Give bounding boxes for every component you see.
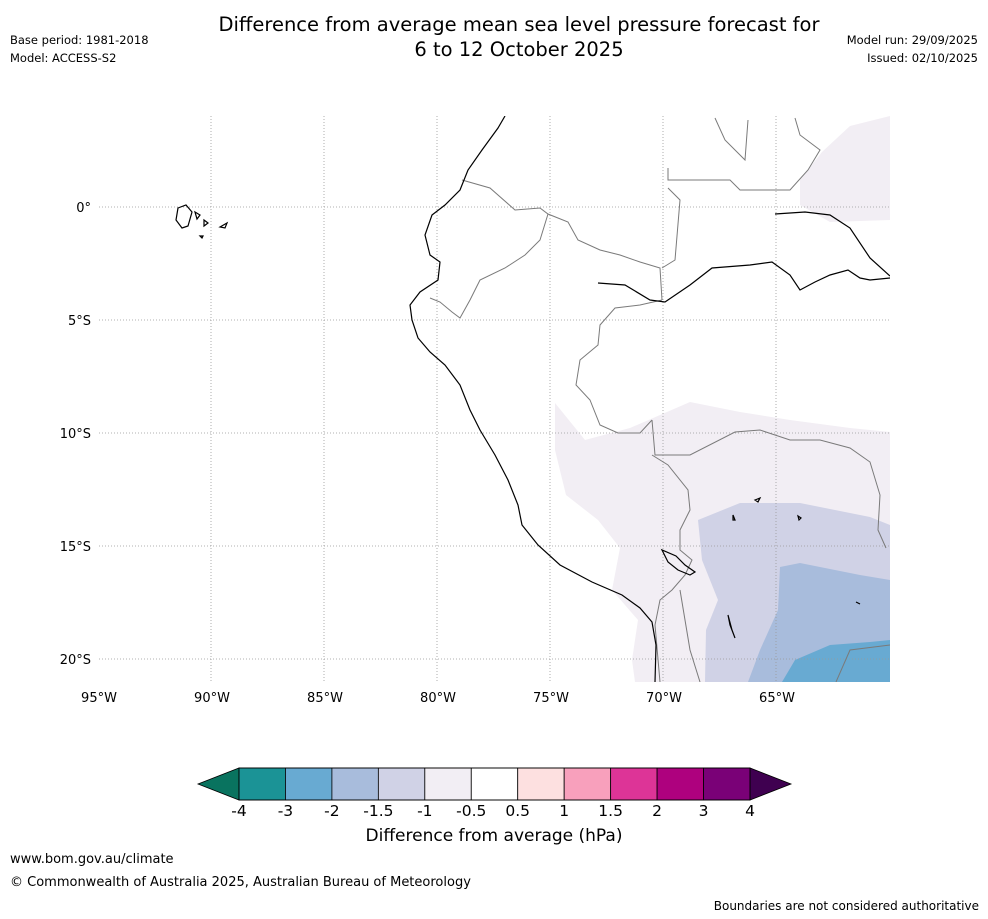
anomaly-region-weak-negative-north bbox=[800, 116, 890, 222]
forecast-map: 0° 5°S 10°S 15°S 20°S 95°W 90°W 85°W 80°… bbox=[60, 116, 890, 706]
colorbar-tick-label: -3 bbox=[278, 802, 293, 820]
colorbar-tick-label: 3 bbox=[699, 802, 709, 820]
colorbar-segment bbox=[377, 767, 426, 801]
colorbar-segment bbox=[424, 767, 472, 801]
northern-coast bbox=[774, 211, 890, 277]
lon-label: 95°W bbox=[81, 691, 117, 706]
lake-titicaca bbox=[660, 548, 697, 576]
pacific-coastline bbox=[409, 116, 657, 682]
colorbar-segment bbox=[238, 767, 286, 801]
colorbar-tick-label: -0.5 bbox=[456, 802, 486, 820]
footer-copyright: © Commonwealth of Australia 2025, Austra… bbox=[10, 875, 471, 890]
graticule bbox=[99, 116, 890, 682]
colorbar-label: Difference from average (hPa) bbox=[365, 826, 623, 846]
issued-date: Issued: 02/10/2025 bbox=[867, 51, 978, 65]
colorbar: -4 -3 -2 -1.5 -1 -0.5 0.5 1 1.5 2 3 4 bbox=[196, 767, 793, 820]
amazon-river-coast bbox=[597, 261, 890, 303]
title-line-1: Difference from average mean sea level p… bbox=[218, 13, 820, 36]
metadata-left: Base period: 1981-2018 Model: ACCESS-S2 bbox=[10, 31, 149, 67]
colorbar-tick-label: 1.5 bbox=[598, 802, 623, 820]
colorbar-segment bbox=[285, 767, 333, 801]
colorbar-tick-label: -2 bbox=[324, 802, 339, 820]
coastlines bbox=[175, 116, 890, 682]
lake-poopo bbox=[727, 614, 736, 639]
footer-note: Boundaries are not considered authoritat… bbox=[713, 899, 979, 913]
lat-label: 5°S bbox=[68, 314, 91, 329]
title-line-2: 6 to 12 October 2025 bbox=[414, 38, 624, 61]
lat-label: 20°S bbox=[60, 653, 91, 668]
colorbar-segment bbox=[656, 767, 704, 801]
lat-label: 0° bbox=[76, 201, 91, 216]
lon-label: 65°W bbox=[759, 691, 795, 706]
colorbar-tick-label: 0.5 bbox=[505, 802, 530, 820]
colorbar-segment bbox=[703, 767, 751, 801]
colorbar-segment bbox=[563, 767, 612, 801]
colorbar-outline bbox=[238, 767, 751, 801]
country-borders bbox=[429, 117, 890, 682]
colorbar-tick-label: -4 bbox=[231, 802, 246, 820]
lon-label: 80°W bbox=[420, 691, 456, 706]
map-frame bbox=[99, 116, 890, 682]
lat-label: 10°S bbox=[60, 427, 91, 442]
colorbar-segments bbox=[238, 767, 751, 801]
model-name: Model: ACCESS-S2 bbox=[10, 51, 117, 65]
anomaly-region-very-strong-negative bbox=[782, 640, 890, 682]
colorbar-tick-label: 1 bbox=[559, 802, 569, 820]
lon-label: 70°W bbox=[646, 691, 682, 706]
latitude-labels: 0° 5°S 10°S 15°S 20°S bbox=[60, 201, 91, 668]
longitude-labels: 95°W 90°W 85°W 80°W 75°W 70°W 65°W bbox=[81, 691, 795, 706]
base-period: Base period: 1981-2018 bbox=[10, 33, 149, 47]
lat-label: 15°S bbox=[60, 540, 91, 555]
map-title: Difference from average mean sea level p… bbox=[150, 12, 888, 62]
colorbar-segment bbox=[470, 767, 519, 801]
lon-label: 90°W bbox=[194, 691, 230, 706]
footer-url: www.bom.gov.au/climate bbox=[10, 852, 174, 867]
lon-label: 75°W bbox=[533, 691, 569, 706]
colorbar-segment bbox=[610, 767, 658, 801]
model-run: Model run: 29/09/2025 bbox=[846, 33, 978, 47]
colorbar-tick-label: -1.5 bbox=[363, 802, 393, 820]
colorbar-segment bbox=[517, 767, 565, 801]
lon-label: 85°W bbox=[307, 691, 343, 706]
colorbar-segment bbox=[331, 767, 379, 801]
galapagos-islands bbox=[175, 204, 229, 240]
metadata-right: Model run: 29/09/2025 Issued: 02/10/2025 bbox=[847, 31, 978, 67]
colorbar-high-extend bbox=[749, 767, 793, 801]
colorbar-tick-label: 2 bbox=[652, 802, 662, 820]
colorbar-tick-label: 4 bbox=[745, 802, 755, 820]
colorbar-low-extend bbox=[196, 767, 240, 801]
colorbar-tick-label: -1 bbox=[417, 802, 432, 820]
colorbar-tick-labels: -4 -3 -2 -1.5 -1 -0.5 0.5 1 1.5 2 3 4 bbox=[231, 802, 755, 820]
